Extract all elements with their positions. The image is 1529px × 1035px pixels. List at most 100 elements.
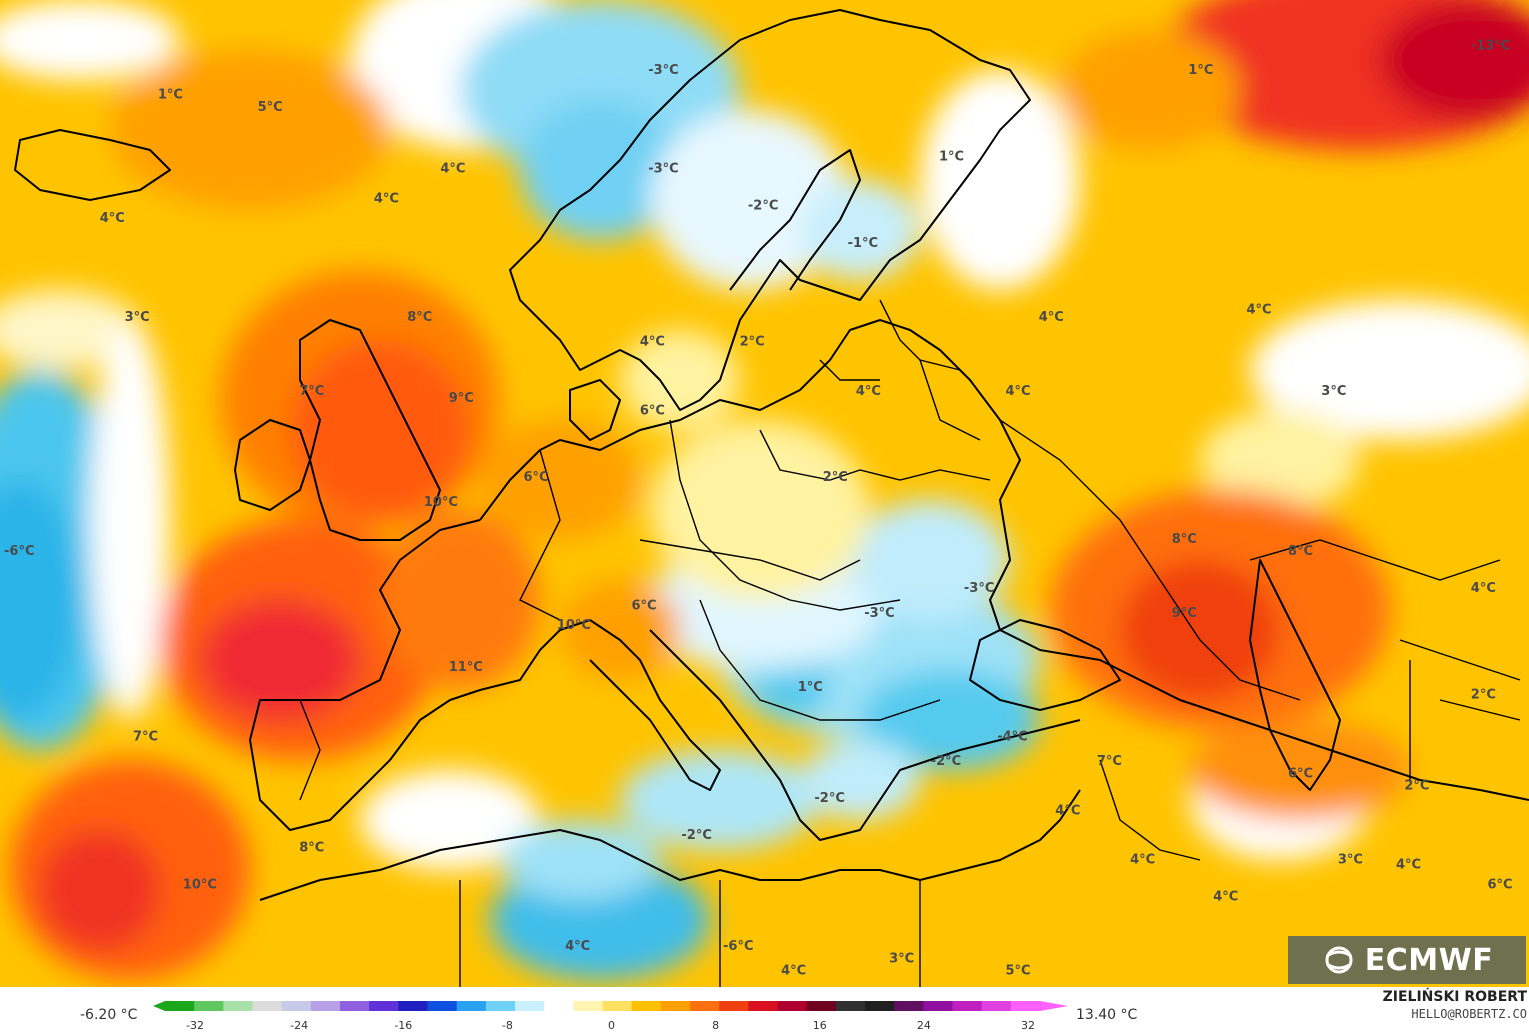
temperature-label: -2°C — [931, 754, 961, 769]
author-email: HELLO@ROBERTZ.CO — [1411, 1007, 1527, 1021]
legend-color-cell — [427, 1001, 458, 1011]
legend-color-cell — [981, 1001, 1012, 1011]
temperature-field — [0, 0, 1529, 980]
temperature-label: 7°C — [299, 384, 324, 399]
temperature-label: 6°C — [632, 599, 657, 614]
temperature-label: 7°C — [1097, 754, 1122, 769]
legend-color-cell — [748, 1001, 778, 1011]
temperature-label: -2°C — [814, 791, 844, 806]
legend-color-cell — [340, 1001, 370, 1011]
temperature-label: 4°C — [1055, 803, 1080, 818]
legend-left-arrow — [153, 1001, 165, 1011]
coastlines — [14, 9, 1529, 901]
author-name: ZIELIŃSKI ROBERT — [1382, 989, 1527, 1005]
map-canvas: 1°C 5°C 4°C 4°C 4°C -3°C -3°C 1°C -2°C 1°C -13°C -1… — [0, 0, 1529, 987]
temperature-label: 1°C — [1188, 63, 1213, 78]
temperature-label: -2°C — [748, 199, 778, 214]
legend-color-cell — [719, 1001, 749, 1011]
temperature-label: 1°C — [158, 88, 183, 103]
temperature-label: 2°C — [823, 470, 848, 485]
legend-tick-label: 24 — [917, 1019, 931, 1032]
legend-color-cell — [602, 1001, 633, 1011]
legend-color-cell — [165, 1001, 195, 1011]
legend-tick-label: 32 — [1021, 1019, 1035, 1032]
temperature-label: 6°C — [524, 470, 549, 485]
legend-tick-label: -16 — [394, 1019, 412, 1032]
legend-color-cell — [835, 1001, 866, 1011]
temperature-label: -6°C — [723, 939, 753, 954]
borders — [299, 299, 1521, 987]
legend-tick-label: -24 — [290, 1019, 308, 1032]
legend-color-cell — [952, 1001, 983, 1011]
legend-tick-label: 0 — [608, 1019, 615, 1032]
legend-tick-label: 16 — [813, 1019, 827, 1032]
temperature-anomaly-map: 1°C 5°C 4°C 4°C 4°C -3°C -3°C 1°C -2°C 1°C -13°C -1… — [0, 0, 1529, 987]
temperature-label: 3°C — [1338, 853, 1363, 868]
legend-color-cell — [573, 1001, 603, 1011]
temperature-label: 2°C — [1404, 779, 1429, 794]
legend-tick-label: -8 — [502, 1019, 513, 1032]
temperature-label: -3°C — [648, 63, 678, 78]
temperature-labels: 1°C 5°C 4°C 4°C 4°C -3°C -3°C 1°C -2°C 1°C -13°C -1… — [4, 38, 1513, 978]
legend-color-cell — [660, 1001, 691, 1011]
ireland-coast — [234, 419, 311, 511]
temperature-label: 6°C — [1488, 877, 1513, 892]
temperature-label: 6°C — [1288, 766, 1313, 781]
color-scale: -32 -24 -16 -8 0 8 16 24 32 — [153, 1001, 1068, 1032]
temperature-label: 4°C — [1247, 302, 1272, 317]
temperature-label: -4°C — [997, 729, 1027, 744]
temperature-label: 2°C — [1471, 687, 1496, 702]
temperature-label: 5°C — [258, 100, 283, 115]
iceland-coast — [14, 129, 171, 201]
temperature-label: 4°C — [640, 334, 665, 349]
temperature-label: 8°C — [299, 840, 324, 855]
temperature-label: -3°C — [864, 606, 894, 621]
ecmwf-swirl-icon — [1325, 946, 1353, 974]
legend-color-cell — [310, 1001, 341, 1011]
temperature-label: 10°C — [557, 618, 591, 633]
denmark-coast — [569, 379, 621, 441]
temperature-label: -3°C — [648, 162, 678, 177]
italy-coast — [589, 619, 721, 791]
legend-color-cell — [485, 1001, 516, 1011]
legend-right-arrow — [1040, 1001, 1068, 1011]
temperature-label: 4°C — [1039, 310, 1064, 325]
legend-color-cell — [252, 1001, 283, 1011]
caspian-coast — [1249, 559, 1341, 791]
legend-color-cell — [456, 1001, 487, 1011]
legend-color-cell — [1010, 1001, 1041, 1011]
temperature-label: 4°C — [1396, 858, 1421, 873]
temperature-label: 10°C — [424, 495, 458, 510]
temperature-label: 4°C — [1130, 853, 1155, 868]
legend-tick-label: -32 — [186, 1019, 204, 1032]
temperature-label: 4°C — [374, 191, 399, 206]
temperature-label: -13°C — [1471, 38, 1511, 53]
logo-text: ECMWF — [1364, 942, 1494, 978]
temperature-label: 4°C — [781, 964, 806, 979]
temperature-label: -6°C — [4, 544, 34, 559]
temperature-label: 8°C — [1172, 532, 1197, 547]
legend-color-cell — [690, 1001, 720, 1011]
temperature-label: 3°C — [889, 951, 914, 966]
temperature-label: -1°C — [848, 236, 878, 251]
black-sea-coast — [969, 619, 1121, 711]
temperature-label: 4°C — [1213, 890, 1238, 905]
legend-color-cell — [194, 1001, 224, 1011]
legend-color-cell — [923, 1001, 953, 1011]
temperature-label: 3°C — [1321, 384, 1346, 399]
temperature-label: 6°C — [640, 404, 665, 419]
legend-color-cell — [865, 1001, 895, 1011]
legend-tick-label: 8 — [712, 1019, 719, 1032]
temperature-label: -3°C — [964, 581, 994, 596]
legend-bar: -6.20 °C -32 -24 -16 -8 0 8 16 24 32 13.40 °C ZI… — [0, 987, 1529, 1035]
ecmwf-logo: ECMWF — [1288, 936, 1526, 984]
legend-color-cell — [806, 1001, 837, 1011]
temperature-label: 4°C — [856, 384, 881, 399]
temperature-label: 1°C — [939, 149, 964, 164]
balkans-coast — [649, 629, 1081, 841]
temperature-label: 8°C — [1288, 544, 1313, 559]
legend-color-cell — [369, 1001, 399, 1011]
legend-color-cell — [398, 1001, 428, 1011]
legend-color-cell — [544, 1001, 574, 1011]
north-africa-coast — [259, 789, 1081, 901]
